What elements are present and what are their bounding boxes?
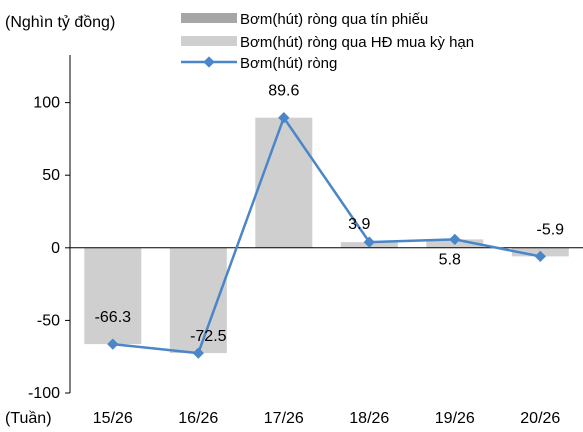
x-tick-label: 16/26 — [178, 410, 218, 427]
y-tick-label: 100 — [33, 95, 60, 112]
data-label: -5.9 — [537, 221, 565, 238]
legend-swatch-tin-phieu — [181, 13, 237, 23]
net-line — [112, 114, 541, 355]
bar-1-17/26 — [255, 117, 313, 248]
data-label: 89.6 — [268, 83, 299, 100]
x-tick-label: 20/26 — [520, 410, 560, 427]
y-tick-label: 50 — [42, 167, 60, 184]
net-point — [363, 236, 375, 248]
unit-label: (Nghìn tỷ đồng) — [5, 14, 115, 31]
x-axis-label: (Tuần) — [5, 410, 52, 427]
y-tick-label: -50 — [37, 312, 60, 329]
net-point — [449, 233, 461, 246]
net-point — [534, 250, 546, 263]
x-tick-label: 15/26 — [93, 410, 133, 427]
y-tick-label: 0 — [51, 240, 60, 257]
legend-label-net: Bơm(hút) ròng — [240, 55, 337, 72]
data-label: -72.5 — [190, 328, 227, 345]
legend-label-tin-phieu: Bơm(hút) ròng qua tín phiếu — [240, 11, 428, 28]
y-tick-label: -100 — [28, 385, 60, 402]
legend-label-hd-mua-ky-han: Bơm(hút) ròng qua HĐ mua kỳ hạn — [240, 34, 474, 51]
net-point — [192, 347, 204, 359]
x-tick-label: 17/26 — [264, 410, 304, 427]
x-tick-label: 18/26 — [349, 410, 389, 427]
legend-swatch-hd-mua-ky-han — [181, 36, 237, 46]
data-label: 5.8 — [439, 251, 461, 268]
legend-marker-net — [203, 56, 215, 68]
x-tick-label: 19/26 — [435, 410, 475, 427]
legend: Bơm(hút) ròng qua tín phiếu Bơm(hút) ròn… — [181, 11, 474, 72]
data-label: -66.3 — [95, 309, 132, 326]
data-label: 3.9 — [348, 216, 370, 233]
bars-group — [84, 117, 569, 354]
bar-1-15/26 — [84, 247, 142, 345]
